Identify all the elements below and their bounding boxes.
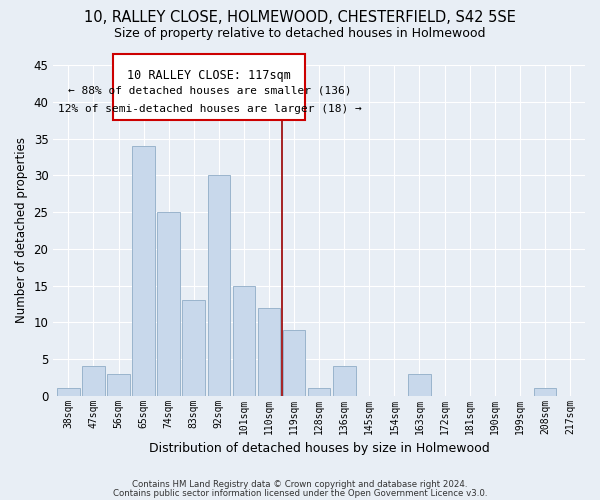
Text: 10, RALLEY CLOSE, HOLMEWOOD, CHESTERFIELD, S42 5SE: 10, RALLEY CLOSE, HOLMEWOOD, CHESTERFIEL… (84, 10, 516, 25)
Bar (308, 388, 331, 396)
Bar (408, 374, 431, 396)
Text: Size of property relative to detached houses in Holmewood: Size of property relative to detached ho… (114, 28, 486, 40)
Y-axis label: Number of detached properties: Number of detached properties (15, 138, 28, 324)
Bar (283, 330, 305, 396)
Bar (107, 374, 130, 396)
Text: Contains HM Land Registry data © Crown copyright and database right 2024.: Contains HM Land Registry data © Crown c… (132, 480, 468, 489)
Bar (182, 300, 205, 396)
Bar (57, 388, 80, 396)
Text: ← 88% of detached houses are smaller (136): ← 88% of detached houses are smaller (13… (68, 86, 351, 96)
Text: Contains public sector information licensed under the Open Government Licence v3: Contains public sector information licen… (113, 489, 487, 498)
Text: 10 RALLEY CLOSE: 117sqm: 10 RALLEY CLOSE: 117sqm (127, 69, 292, 82)
Bar (82, 366, 105, 396)
Bar (132, 146, 155, 396)
FancyBboxPatch shape (113, 54, 305, 120)
Bar (333, 366, 356, 396)
Bar (257, 308, 280, 396)
Bar (157, 212, 180, 396)
Bar (533, 388, 556, 396)
Bar (208, 176, 230, 396)
Text: 12% of semi-detached houses are larger (18) →: 12% of semi-detached houses are larger (… (58, 104, 361, 114)
Bar (233, 286, 255, 396)
X-axis label: Distribution of detached houses by size in Holmewood: Distribution of detached houses by size … (149, 442, 490, 455)
